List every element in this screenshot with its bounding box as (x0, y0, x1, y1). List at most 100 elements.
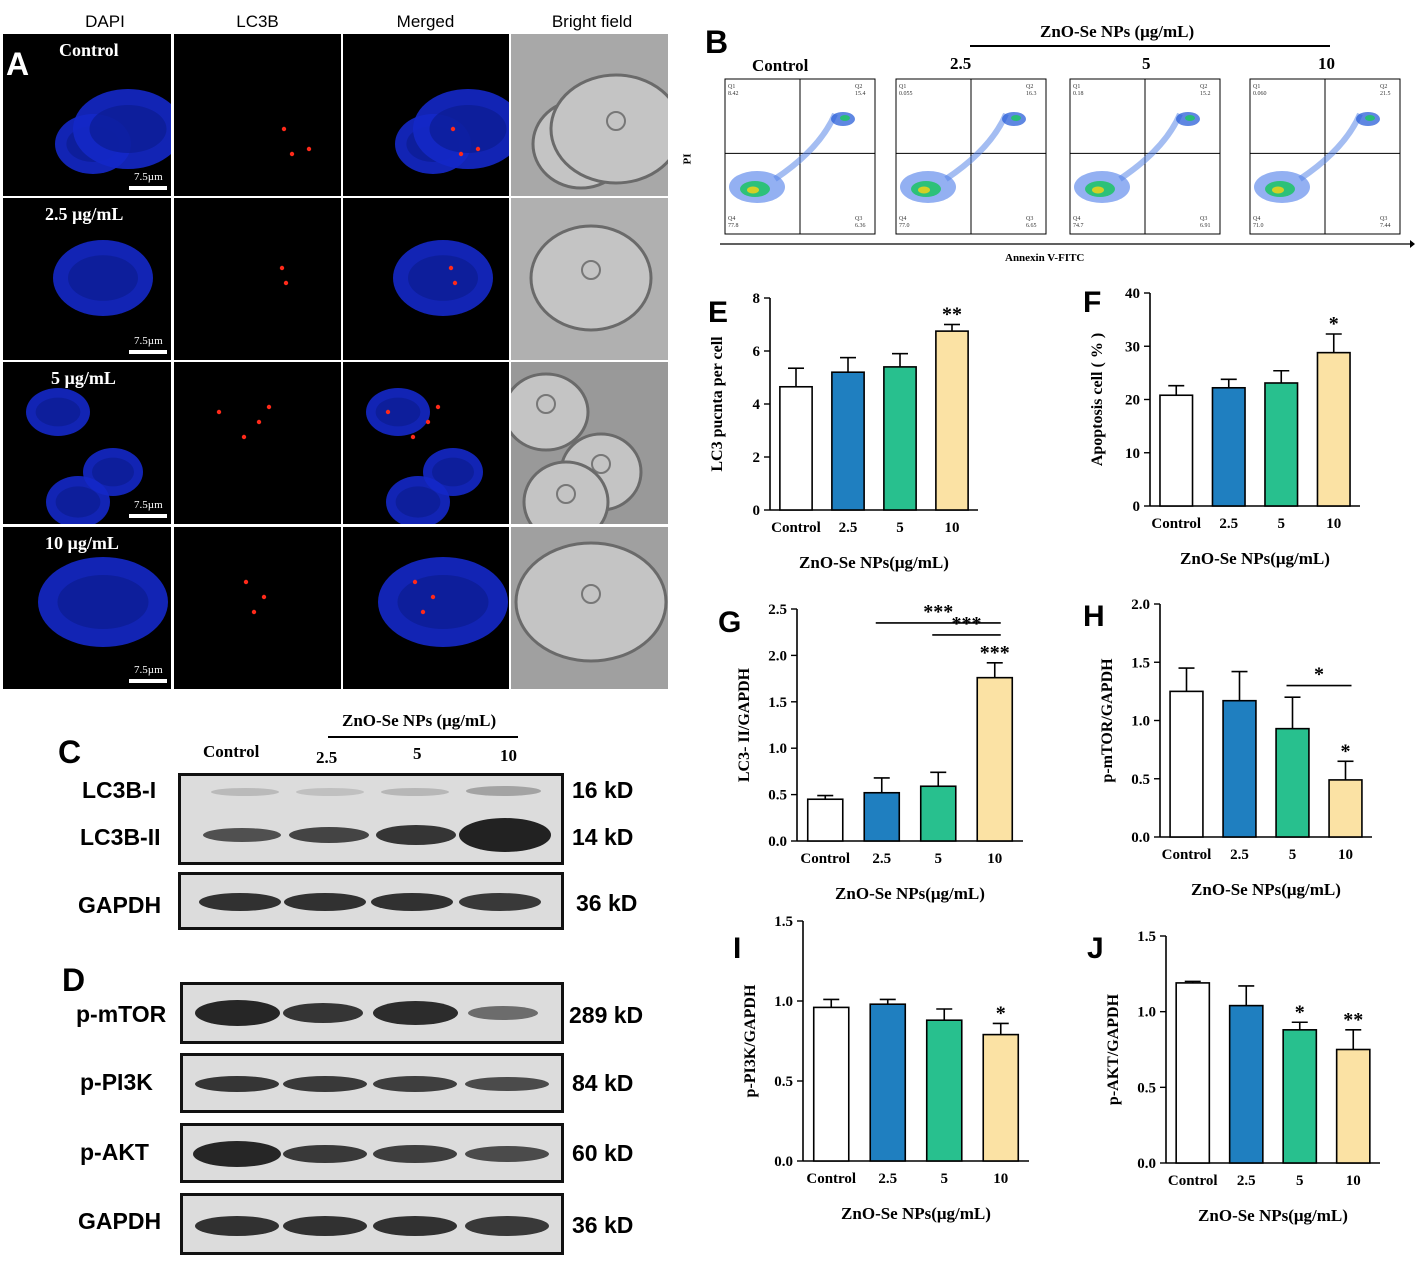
x-axis-label: ZnO-Se NPs(μg/mL) (1180, 549, 1330, 568)
y-axis-label: Apoptosis cell ( % ) (1089, 333, 1106, 466)
flow-quadrant-value: 6.36 (855, 223, 866, 229)
category-label: 5 (935, 851, 943, 867)
nucleus-inner (375, 397, 421, 427)
bar (1335, 1048, 1371, 1164)
lc3b-puncta (452, 280, 458, 286)
significance-label: ** (1343, 1009, 1363, 1031)
band-gapdh-d-2-5 (283, 1216, 367, 1236)
row-label: 5 µg/mL (51, 368, 116, 388)
row-label: 2.5 µg/mL (45, 204, 124, 224)
band-p-mtor-2-5 (283, 1003, 363, 1023)
bracket-label: *** (923, 601, 953, 623)
bar (1175, 982, 1211, 1164)
lc3b-puncta (256, 419, 262, 425)
panel-letter-b: B (705, 24, 729, 60)
flow-cytometry-plots: Q18.42Q215.4Q477.8Q36.36Q10.055Q216.3Q47… (720, 78, 1415, 248)
micro-panel-r1-c2 (343, 198, 509, 360)
flow-quadrant-name: Q3 (1200, 216, 1207, 222)
lc3b-puncta (306, 146, 312, 152)
micro-panel-r0-c0: Control 7.5µm (3, 34, 171, 196)
flow-header-line (970, 45, 1330, 47)
micro-panel-r0-c1 (174, 34, 341, 196)
kd-label-p-akt: 60 kD (572, 1140, 634, 1166)
blot-label-p-mtor: p-mTOR (76, 1001, 167, 1027)
flow-quadrant-name: Q3 (1380, 216, 1387, 222)
band-gapdh-d-5 (373, 1216, 457, 1236)
blot-label-lc3b-i: LC3B-I (82, 777, 157, 803)
y-tick-label: 0.0 (1131, 830, 1150, 846)
bar (1169, 690, 1204, 838)
y-tick-label: 0.0 (774, 1154, 793, 1170)
flow-quadrant-value: 0.060 (1253, 91, 1267, 97)
lc3b-puncta (412, 579, 418, 585)
bar (919, 785, 957, 842)
micro-panel-r1-c3 (511, 198, 668, 360)
kd-label-p-mtor: 289 kD (569, 1002, 644, 1028)
band-p-pi3k-2-5 (283, 1076, 367, 1092)
category-label: 10 (1338, 847, 1353, 863)
flow-axis-arrow (1410, 240, 1415, 248)
band-gapdh-c-control (199, 893, 281, 911)
x-axis-label: ZnO-Se NPs(μg/mL) (1198, 1206, 1348, 1225)
category-label: 5 (896, 520, 904, 536)
lc3b-puncta (241, 434, 247, 440)
category-label: 2.5 (872, 851, 891, 867)
category-label: Control (1151, 516, 1201, 532)
nucleus-inner (57, 575, 149, 629)
band-p-pi3k-10 (465, 1077, 549, 1091)
micro-image (53, 240, 153, 316)
band-gapdh-d-control (195, 1216, 279, 1236)
scale-label: 7.5µm (134, 335, 163, 347)
micro-panel-r2-c0: 5 µg/mL 7.5µm (3, 362, 171, 524)
panel-letter: H (1083, 600, 1105, 633)
flow-group-10: 10 (1318, 54, 1335, 73)
blot-label-lc3b-ii: LC3B-II (80, 824, 161, 850)
y-tick-label: 20 (1125, 393, 1140, 409)
category-label: 5 (1289, 847, 1297, 863)
nucleus-inner (429, 105, 507, 153)
category-label: 5 (1296, 1173, 1304, 1189)
micro-image (529, 224, 653, 332)
flow-quadrant-value: 0.055 (899, 91, 913, 97)
nucleus-inner (55, 486, 101, 518)
bar (779, 385, 813, 511)
lc3b-puncta (266, 404, 272, 410)
micro-panel-r1-c0: 2.5 µg/mL 7.5µm (3, 198, 171, 360)
micro-panel-r3-c1 (174, 527, 341, 689)
micro-image (26, 388, 143, 524)
micro-panel-r0-c2 (343, 34, 509, 196)
flow-population-peak (747, 186, 759, 194)
band-lc3bii-2-5 (289, 827, 369, 843)
blot-gapdh-d (180, 1193, 564, 1255)
band-lc3bi-5 (381, 788, 449, 796)
micro-image (531, 73, 668, 190)
flow-group-control: Control (752, 56, 809, 75)
cell-outline (549, 73, 668, 185)
category-label: 2.5 (839, 520, 858, 536)
flow-population-peak (918, 186, 930, 194)
micro-image (511, 372, 643, 524)
lc3b-puncta (281, 126, 287, 132)
cell-nucleus-outline (556, 484, 576, 504)
y-axis-label: LC3- II/GAPDH (736, 667, 753, 782)
lc3b-puncta (251, 609, 257, 615)
y-tick-label: 1.5 (768, 695, 787, 711)
kd-label-p-pi3k: 84 kD (572, 1070, 634, 1096)
bar (1328, 779, 1363, 838)
band-p-akt-10 (465, 1146, 549, 1162)
significance-label: * (1341, 740, 1351, 762)
y-tick-label: 0.5 (1137, 1080, 1156, 1096)
bar (1275, 727, 1310, 838)
y-tick-label: 0.5 (768, 788, 787, 804)
blot-label-gapdh-c: GAPDH (78, 892, 162, 918)
cell-nucleus-outline (606, 111, 626, 131)
significance-label: *** (980, 642, 1010, 664)
bar (1222, 699, 1257, 838)
bar (1159, 394, 1194, 507)
y-tick-label: 2 (753, 450, 761, 466)
flow-quadrant-value: 15.4 (855, 91, 866, 97)
y-tick-label: 1.5 (774, 914, 793, 930)
y-axis-label: p-mTOR/GAPDH (1099, 658, 1116, 783)
